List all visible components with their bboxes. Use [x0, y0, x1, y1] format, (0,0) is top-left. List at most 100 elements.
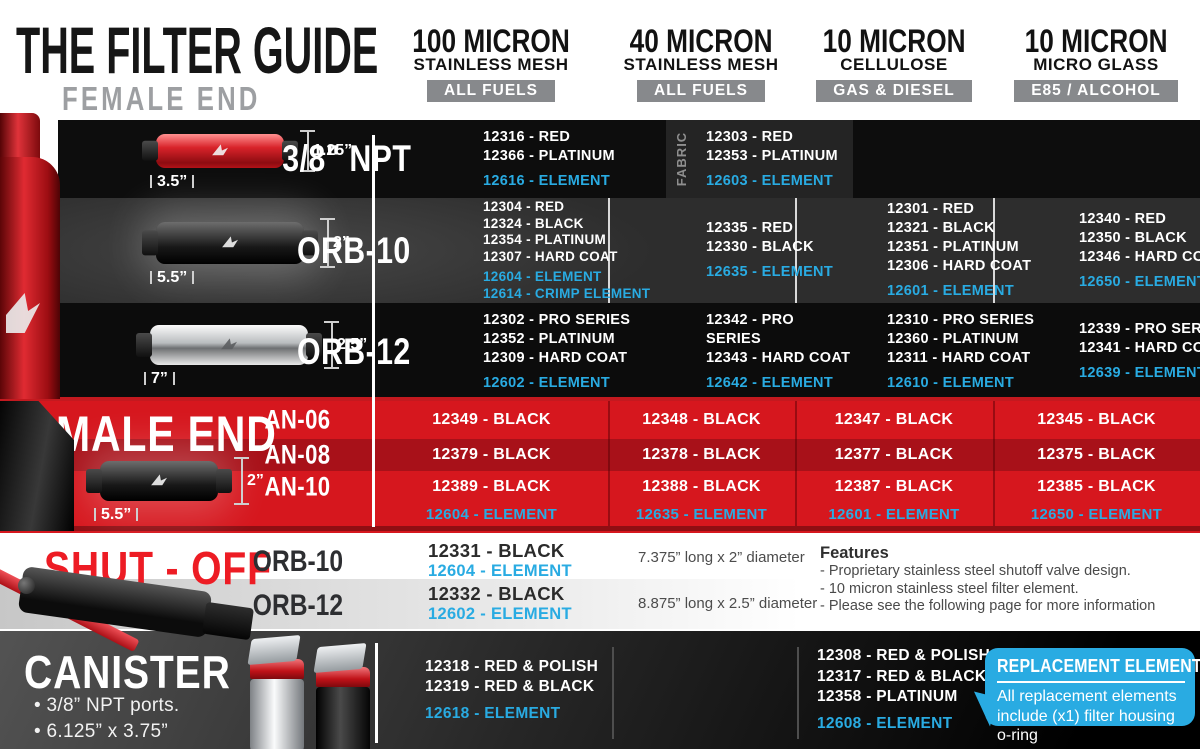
feature-item: - Proprietary stainless steel shutoff va… — [820, 563, 1131, 579]
vertical-table-divider — [375, 643, 378, 743]
part-number: 12318 - RED & POLISH — [425, 657, 599, 675]
feature-item: - 10 micron stainless steel filter eleme… — [820, 580, 1079, 597]
cell-10micron-cellulose: 12310 - PRO SERIES 12360 - PLATINUM 12311 … — [853, 303, 1051, 400]
cell-10micron-microglass: 12340 - RED 12350 - BLACK 12346 - HARD COA… — [1051, 198, 1200, 303]
features-block: Features - Proprietary stainless steel s… — [820, 543, 1155, 616]
part-number: 12331 - BLACK — [428, 540, 565, 561]
element-number: 12618 - ELEMENT — [425, 704, 561, 722]
part-number: 12346 - HARD COAT — [1079, 248, 1200, 265]
part-number: 12353 - PLATINUM — [706, 147, 838, 164]
an06-label: AN-06 — [264, 404, 331, 435]
column-header-100-micron: 100 MICRON STAINLESS MESH ALL FUELS — [381, 25, 601, 102]
part-number: 12304 - RED — [483, 199, 565, 214]
height-dimension: 2.5” — [337, 336, 368, 353]
column-header-10-micron-microglass: 10 MICRON MICRO GLASS E85 / ALCOHOL — [986, 25, 1200, 102]
part-number: 12347 - BLACK — [834, 411, 954, 428]
part-number: 12306 - HARD COAT — [887, 258, 1032, 274]
row-label-zone: 7” 2.5” ORB-12 — [58, 303, 433, 400]
row-orb12: 7” 2.5” ORB-12 12302 - PRO SERIES 12352 -… — [58, 303, 1200, 400]
shutoff-orb10-parts: 12331 - BLACK 12604 - ELEMENT — [428, 540, 572, 581]
part-number: 12309 - HARD COAT — [483, 349, 628, 366]
part-number: 12310 - PRO SERIES — [887, 311, 1035, 328]
cell-10micron-microglass: 12339 - PRO SERIES 12341 - HARD COAT 1263… — [1051, 303, 1200, 400]
part-number: 12341 - HARD COAT — [1079, 340, 1200, 356]
element-number: 12602 - ELEMENT — [428, 605, 572, 623]
part-number: 12388 - BLACK — [642, 478, 761, 495]
canister-section: CANISTER • 3/8” NPT ports. • 6.125” x 3.7… — [0, 631, 1200, 749]
column-micron-label: 10 MICRON — [822, 23, 966, 59]
black-canister-image — [313, 642, 370, 749]
part-number: 12330 - BLACK — [706, 239, 814, 255]
part-number: 12332 - BLACK — [428, 583, 565, 604]
shut-off-valve-image — [0, 553, 254, 652]
male-end-section: AN-06 12349 - BLACK 12348 - BLACK 12347 … — [0, 401, 1200, 533]
part-number: 12321 - BLACK — [887, 220, 995, 236]
column-media-label: CELLULOSE — [840, 55, 948, 74]
element-number: 12601 - ELEMENT — [828, 506, 960, 523]
aeromotive-logo-mark — [212, 144, 228, 156]
width-dimension: 3.5” — [157, 172, 188, 190]
column-media-label: MICRO GLASS — [1033, 55, 1159, 74]
part-number: 12348 - BLACK — [642, 411, 761, 428]
part-number: 12339 - PRO SERIES — [1079, 321, 1200, 337]
height-dimension: 1.25” — [313, 142, 353, 159]
cell-40micron-empty — [608, 631, 795, 749]
element-number: 12616 - ELEMENT — [483, 172, 610, 189]
column-divider — [797, 647, 799, 739]
red-canister-filter-image — [0, 113, 62, 399]
features-title: Features — [820, 544, 889, 562]
cell-100micron: 12304 - RED 12324 - BLACK 12354 - PLATINUM… — [433, 198, 666, 303]
element-number: 12610 - ELEMENT — [887, 374, 1014, 391]
callout-body: All replacement elements include (x1) fi… — [997, 688, 1177, 744]
part-number: 12303 - RED — [706, 128, 794, 145]
cell-10micron-cellulose-empty — [853, 120, 1051, 198]
part-number: 12389 - BLACK — [432, 478, 551, 495]
row-38npt: 3.5” 1.25” 3/8" NPT 12316 - RED 12366 - P… — [58, 120, 1200, 198]
shutoff-orb12-parts: 12332 - BLACK 12602 - ELEMENT — [428, 583, 572, 624]
part-number: 12379 - BLACK — [432, 446, 551, 463]
canister-spec-item: • 6.125” x 3.75” — [34, 721, 168, 742]
element-number: 12642 - ELEMENT — [706, 374, 833, 391]
part-number: 12345 - BLACK — [1037, 411, 1156, 428]
male-elements-row: 12604 - ELEMENT 12635 - ELEMENT 12601 - … — [0, 503, 1200, 526]
black-inline-filter-image: 5.5” 2” — [142, 218, 350, 286]
part-number: 12375 - BLACK — [1037, 446, 1156, 463]
cell-10micron-cellulose: 12308 - RED & POLISH 12317 - RED & BLACK 1… — [795, 631, 993, 749]
part-number: 12340 - RED — [1079, 210, 1167, 227]
element-number: 12635 - ELEMENT — [635, 506, 768, 523]
red-divider-line — [0, 397, 1200, 401]
row-orb10: 5.5” 2” ORB-10 12304 - RED 12324 - BLACK 1… — [58, 198, 1200, 303]
part-number: 12324 - BLACK — [483, 215, 584, 231]
part-number: 12343 - HARD COAT — [706, 349, 851, 366]
part-number: 12316 - RED — [483, 128, 571, 145]
cell-100micron: 12316 - RED 12366 - PLATINUM 12616 - ELEM… — [433, 120, 666, 198]
shut-off-section: SHUT - OFF ORB-10 12331 - BLACK 12604 - … — [0, 533, 1200, 652]
row-label-zone: 3.5” 1.25” 3/8" NPT — [58, 120, 433, 198]
male-row-an06: AN-06 12349 - BLACK 12348 - BLACK 12347 … — [0, 401, 1200, 439]
width-dimension: 5.5” — [101, 505, 132, 523]
callout-title: REPLACEMENT ELEMENTS — [997, 655, 1200, 683]
row-fitting-label: ORB-10 — [297, 229, 411, 271]
part-number: 12387 - BLACK — [834, 478, 954, 495]
column-media-label: STAINLESS MESH — [623, 55, 779, 74]
element-number: 12639 - ELEMENT — [1079, 365, 1200, 381]
part-number: 12319 - RED & BLACK — [425, 678, 595, 695]
an10-label: AN-10 — [264, 471, 331, 502]
column-divider — [612, 647, 614, 739]
part-number: 12351 - PLATINUM — [887, 239, 1019, 255]
column-fuel-badge: ALL FUELS — [427, 80, 555, 102]
shutoff-orb10-label: ORB-10 — [252, 545, 344, 578]
cell-100micron: 12302 - PRO SERIES 12352 - PLATINUM 12309 … — [433, 303, 666, 400]
part-number: 12378 - BLACK — [642, 446, 761, 463]
shutoff-orb10-dimensions: 7.375” long x 2” diameter — [638, 549, 805, 566]
part-number: 12302 - PRO SERIES — [483, 311, 631, 328]
cell-40micron: 12335 - RED 12330 - BLACK 12635 - ELEMENT — [666, 198, 853, 303]
part-number: 12311 - HARD COAT — [887, 349, 1031, 366]
element-number: 12602 - ELEMENT — [483, 374, 610, 391]
male-end-title: MALE END — [56, 406, 277, 462]
canister-spec-item: • 3/8” NPT ports. — [34, 695, 180, 716]
shutoff-orb12-label: ORB-12 — [252, 589, 344, 622]
part-number: 12317 - RED & BLACK — [817, 667, 987, 685]
column-micron-label: 40 MICRON — [629, 23, 773, 59]
part-number: 12307 - HARD COAT — [483, 248, 618, 264]
